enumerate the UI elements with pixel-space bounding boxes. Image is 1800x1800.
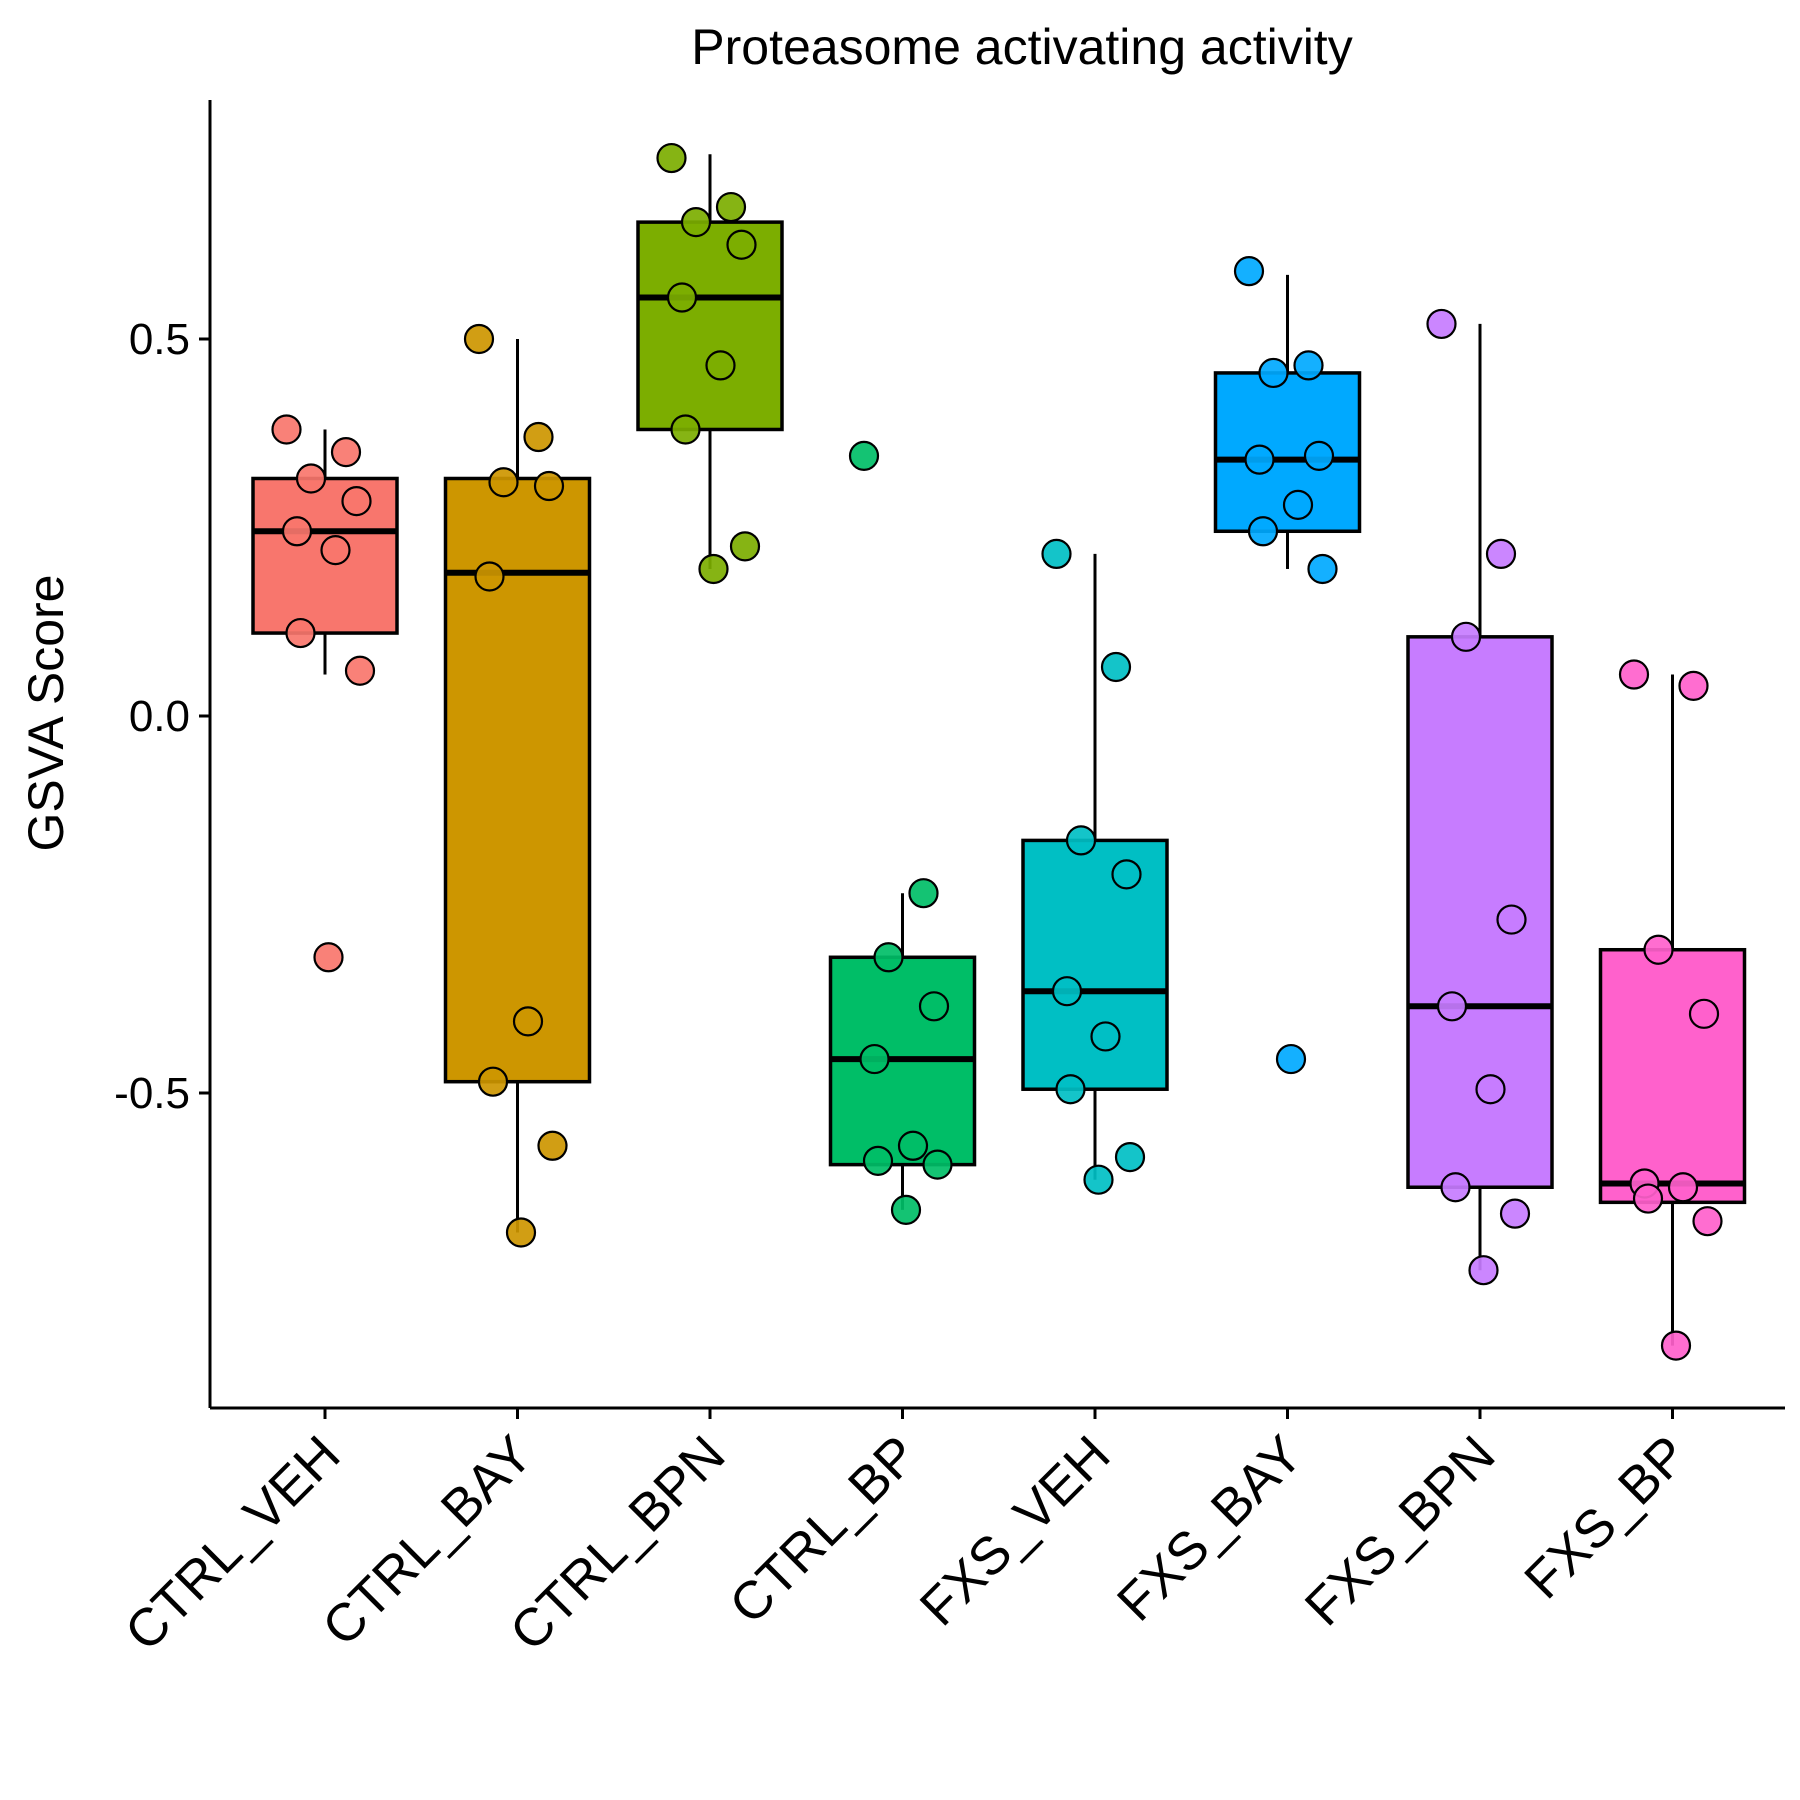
data-point [848,440,880,471]
data-point [271,414,302,445]
data-point [1233,256,1265,287]
data-point [1100,651,1132,683]
data-point [344,655,376,686]
data-point [512,1006,544,1037]
data-point [1468,1255,1499,1286]
x-tick-label: FXS_BPN [1294,1425,1507,1638]
data-point [505,1217,537,1248]
data-point [698,553,729,585]
box-FXS_VEH [1021,838,1169,1091]
data-point [666,282,698,313]
data-point [1083,1164,1114,1195]
y-axis-label: GSVA Score [18,575,74,852]
data-point [341,486,372,517]
data-point [1688,998,1720,1029]
data-point [320,535,351,566]
data-point [295,463,327,494]
data-point [1247,516,1279,547]
data-point [1065,825,1097,856]
y-tick-label: -0.5 [114,1069,190,1118]
data-point [1244,444,1275,475]
data-point [859,1043,890,1075]
chart-title: Proteasome activating activity [691,19,1352,75]
data-point [281,516,313,547]
data-point [705,350,736,381]
data-point [1258,357,1289,389]
data-point [1643,934,1674,965]
x-tick-label: FXS_VEH [909,1425,1122,1638]
data-point [1496,904,1527,935]
x-tick-label: CTRL_VEH [114,1425,351,1662]
data-point [918,991,950,1022]
data-point [1499,1198,1531,1229]
data-point [1660,1330,1692,1361]
data-point [1114,1141,1146,1173]
data-point [1090,1021,1121,1052]
data-point [1303,440,1335,471]
box-FXS_BP [1598,947,1747,1205]
data-point [537,1130,568,1161]
data-point [1307,553,1338,585]
data-point [1051,976,1083,1007]
data-point [1618,659,1650,690]
x-tick-label: FXS_BAY [1106,1425,1314,1633]
data-point [330,437,362,468]
data-point [1450,621,1482,652]
data-point [908,878,939,909]
y-tick-label: 0.5 [129,315,190,364]
box-CTRL_BAY [443,476,592,1084]
box-CTRL_BPN [636,220,784,432]
data-point [670,414,701,445]
plot-area: 0.50.0-0.5CTRL_VEHCTRL_BAYCTRL_BPNCTRL_B… [114,100,1785,1662]
data-point [1440,1172,1471,1203]
data-point [729,531,761,562]
data-point [1111,859,1142,890]
data-point [922,1149,953,1180]
data-point [313,942,344,973]
data-point [680,207,712,238]
data-point [1692,1206,1723,1237]
data-point [1426,308,1457,340]
data-point [477,1066,509,1097]
data-point [285,617,316,649]
data-point [463,323,495,355]
data-point [715,191,747,223]
data-point [533,470,565,502]
data-point [862,1145,894,1176]
data-point [1282,489,1314,520]
data-point [523,421,554,453]
data-point [1436,991,1468,1022]
data-point [1475,1074,1506,1105]
box-FXS_BPN [1406,635,1554,1189]
x-tick-label: FXS_BP [1514,1425,1699,1610]
data-point [1275,1043,1307,1075]
data-point [1041,538,1072,569]
data-point [656,142,687,174]
data-point [474,561,505,592]
data-point [1485,538,1517,569]
data-point [1055,1074,1086,1105]
data-point [488,467,519,498]
data-point [1632,1183,1664,1214]
data-point [897,1130,929,1161]
x-tick-label: CTRL_BP [719,1425,929,1635]
data-point [890,1194,922,1225]
data-point [1293,350,1324,381]
y-tick-label: 0.0 [129,692,190,741]
data-point [726,229,757,260]
data-point [1667,1172,1699,1203]
data-point [1678,670,1709,701]
data-point [873,942,904,973]
